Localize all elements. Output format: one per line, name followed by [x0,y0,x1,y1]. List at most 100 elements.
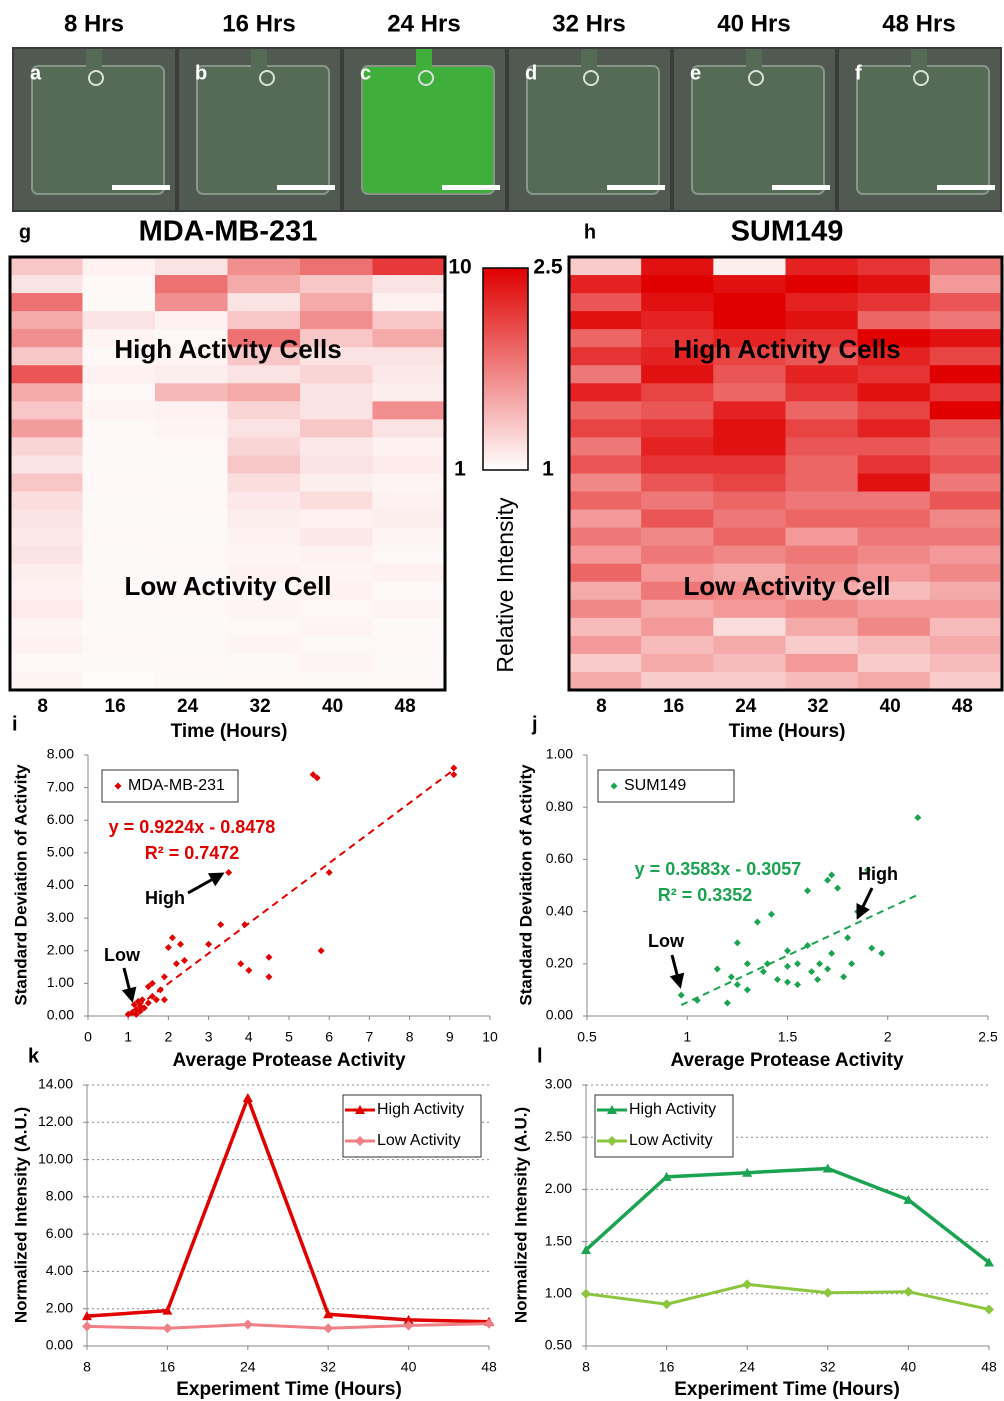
x-tick-label: 8 [37,696,48,717]
marker [784,978,791,986]
x-tick-label: 40 [322,696,343,717]
heatmap-cell [569,527,642,547]
heatmap-cell [569,383,642,402]
x-tick-label: 10 [482,1029,498,1045]
heatmap-cell [929,635,1003,655]
y-tick-label: 0.00 [546,1007,573,1023]
heatmap-cell [713,455,786,474]
heatmap-cell [929,455,1003,474]
annotation: Low Activity Cell [124,571,331,601]
heatmap-cell [82,599,156,619]
y-tick-label: 4.00 [47,876,74,892]
heatmap-cell [300,581,373,601]
x-tick-label: 16 [105,696,126,717]
heatmap-cell [785,293,859,312]
heatmap-cell [857,437,931,456]
x-axis-label: Average Protease Activity [172,1050,405,1071]
heatmap-cell [857,653,931,673]
marker [144,999,152,1007]
heatmap-cell [300,401,373,420]
heatmap-cell [300,275,373,294]
heatmap-cell [641,617,714,637]
heatmap-cell [10,419,83,438]
heatmap-cell [82,509,156,529]
legend-label: Low Activity [629,1132,713,1149]
heatmap-cell [785,383,859,402]
x-tick-label: 32 [807,696,828,717]
chamber [196,65,330,195]
heatmap-cell [929,311,1003,330]
heatmap-cell [82,275,156,294]
heatmap-cell [929,473,1003,493]
marker [323,1323,334,1334]
annotation: High [145,888,185,908]
marker [237,960,245,968]
y-tick-label: 8.00 [47,746,74,762]
x-tick-label: 24 [735,696,757,717]
heatmap-cell [82,383,156,402]
equation: y = 0.3583x - 0.3057 [635,859,802,879]
heatmap-cell [785,563,859,583]
scale-bar [112,185,170,190]
x-tick-label: 40 [880,696,901,717]
annotation: High [858,864,898,884]
marker [723,999,731,1007]
panel-letter: g [19,221,31,243]
heatmap-cell [82,671,156,691]
cell [259,70,275,86]
heatmap-cell [929,383,1003,402]
y-tick-label: 0.80 [546,798,573,814]
x-tick-label: 0 [84,1029,92,1045]
legend-label: High Activity [377,1101,464,1118]
x-tick-label: 1.5 [778,1029,798,1045]
cell [748,70,764,86]
y-tick-label: 0.00 [46,1337,73,1353]
heatmap-cell [155,473,228,493]
heatmap-cell [857,545,931,565]
heatmap-cell [155,563,228,583]
x-tick-label: 8 [83,1359,91,1375]
heatmap-cell [372,563,446,583]
heatmap-cell [372,275,446,294]
x-tick-label: 32 [250,696,271,717]
x-tick-label: 0.5 [577,1029,597,1045]
heatmap-cell [785,257,859,276]
x-tick-label: 4 [245,1029,253,1045]
heatmap-cell [785,401,859,420]
heatmap-cell [300,599,373,619]
heatmap-cell [82,635,156,655]
heatmap-cell [227,311,301,330]
heatmap-cell [785,329,859,348]
marker [134,997,142,1005]
heatmap-cell [10,671,83,691]
panel-letter: a [30,62,42,84]
marker [325,868,333,876]
heatmap-cell [569,437,642,456]
heatmap-cell [569,563,642,583]
heatmap-cell [372,419,446,438]
x-tick-label: 48 [481,1359,497,1375]
heatmap-cell [155,545,228,565]
heatmap-cell [857,455,931,474]
heatmap-cell [929,653,1003,673]
marker [114,782,122,790]
x-tick-label: 9 [446,1029,454,1045]
time-label: 40 Hrs [717,10,790,37]
heatmap-cell [641,419,714,438]
heatmap-cell [785,419,859,438]
heatmap-cell [929,275,1003,294]
marker [136,1007,144,1015]
heatmap-cell [372,509,446,529]
panel-letter: d [525,62,537,84]
time-label: 48 Hrs [882,10,955,37]
heatmap-cell [713,329,786,348]
heatmap-cell [857,419,931,438]
x-axis-label: Experiment Time (Hours) [674,1379,900,1400]
heatmap-cell [227,599,301,619]
marker [844,934,852,942]
cell [913,70,929,86]
legend-box [342,1094,482,1158]
y-tick-label: 7.00 [47,778,74,794]
heatmap-cell [641,635,714,655]
time-label: 24 Hrs [387,10,460,37]
